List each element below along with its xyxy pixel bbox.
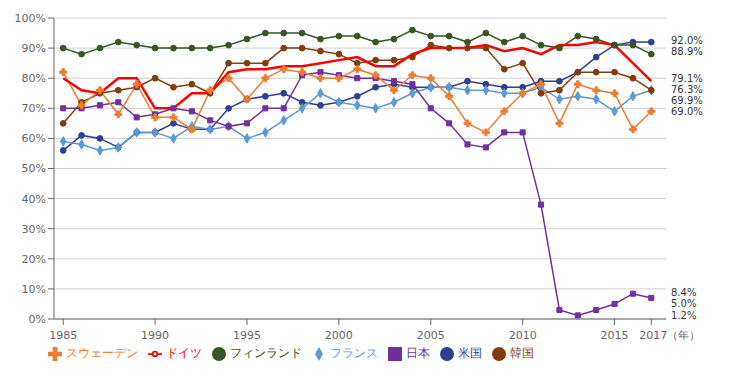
svg-text:2017（年）: 2017（年） (639, 329, 700, 342)
svg-text:2015: 2015 (601, 329, 629, 342)
svg-text:100%: 100% (15, 12, 46, 25)
html-text:日本: 日本 (406, 346, 430, 360)
svg-text:69.0%: 69.0% (671, 106, 703, 117)
svg-text:90%: 90% (22, 42, 46, 55)
svg-text:30%: 30% (22, 223, 46, 236)
html-text:スウェーデン: スウェーデン (66, 346, 138, 360)
svg-text:2010: 2010 (509, 329, 537, 342)
svg-text:79.1%: 79.1% (671, 73, 703, 84)
svg-text:69.9%: 69.9% (671, 95, 703, 106)
svg-text:1985: 1985 (49, 329, 77, 342)
svg-text:92.0%: 92.0% (671, 35, 703, 46)
html-text:フィンランド: フィンランド (230, 346, 302, 360)
html-text:米国: 米国 (458, 346, 482, 360)
svg-text:80%: 80% (22, 72, 46, 85)
svg-text:8.4%: 8.4% (671, 287, 696, 298)
svg-text:40%: 40% (22, 193, 46, 206)
html-text:韓国: 韓国 (510, 346, 534, 360)
html-text:フランス: フランス (330, 346, 378, 360)
svg-text:50%: 50% (22, 162, 46, 175)
svg-text:1.2%: 1.2% (671, 310, 696, 321)
svg-text:5.0%: 5.0% (671, 298, 696, 309)
svg-text:70%: 70% (22, 102, 46, 115)
svg-text:60%: 60% (22, 132, 46, 145)
svg-text:20%: 20% (22, 253, 46, 266)
html-text:ドイツ: ドイツ (166, 346, 202, 360)
svg-text:2000: 2000 (325, 329, 353, 342)
svg-text:76.3%: 76.3% (671, 84, 703, 95)
svg-text:1995: 1995 (233, 329, 261, 342)
svg-text:2005: 2005 (417, 329, 445, 342)
svg-text:0%: 0% (29, 313, 46, 326)
svg-text:10%: 10% (22, 283, 46, 296)
svg-text:1990: 1990 (141, 329, 169, 342)
svg-text:88.9%: 88.9% (671, 46, 703, 57)
